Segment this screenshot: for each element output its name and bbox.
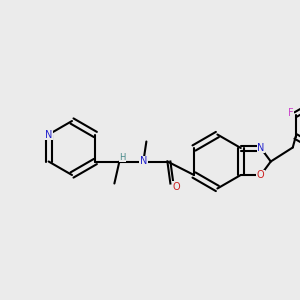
Text: F: F bbox=[288, 107, 293, 118]
Text: N: N bbox=[45, 130, 52, 140]
Text: H: H bbox=[119, 153, 126, 162]
Text: O: O bbox=[172, 182, 180, 191]
Text: N: N bbox=[140, 157, 147, 166]
Text: N: N bbox=[257, 143, 265, 153]
Text: O: O bbox=[257, 170, 265, 180]
